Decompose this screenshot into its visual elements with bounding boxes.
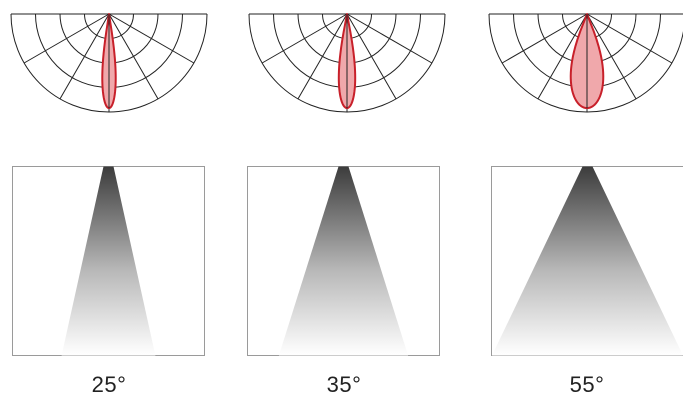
polar-diagram-25 (10, 13, 208, 113)
cone-diagram-25 (12, 166, 205, 356)
polar-spoke (346, 13, 433, 64)
light-cone (492, 166, 683, 356)
cone-diagram-55 (491, 166, 683, 356)
cone-diagrams (12, 166, 683, 356)
polar-spoke (501, 13, 588, 64)
light-cone (278, 166, 409, 356)
cone-diagram-35 (247, 166, 440, 356)
beam-angle-label-35: 35° (326, 372, 362, 397)
polar-spoke (586, 13, 673, 64)
polar-spoke (346, 13, 397, 100)
polar-diagram-55 (488, 13, 683, 113)
polar-spoke (586, 13, 637, 100)
polar-spoke (23, 13, 110, 64)
polar-spoke (59, 13, 110, 100)
polar-spoke (537, 13, 588, 100)
polar-diagram-35 (248, 13, 446, 113)
polar-spoke (108, 13, 159, 100)
beam-angle-label-25: 25° (91, 372, 127, 397)
polar-spoke (108, 13, 195, 64)
polar-spoke (261, 13, 348, 64)
beam-angle-label-55: 55° (569, 372, 605, 397)
light-cone (61, 166, 156, 356)
polar-diagrams (10, 13, 683, 113)
polar-spoke (297, 13, 348, 100)
